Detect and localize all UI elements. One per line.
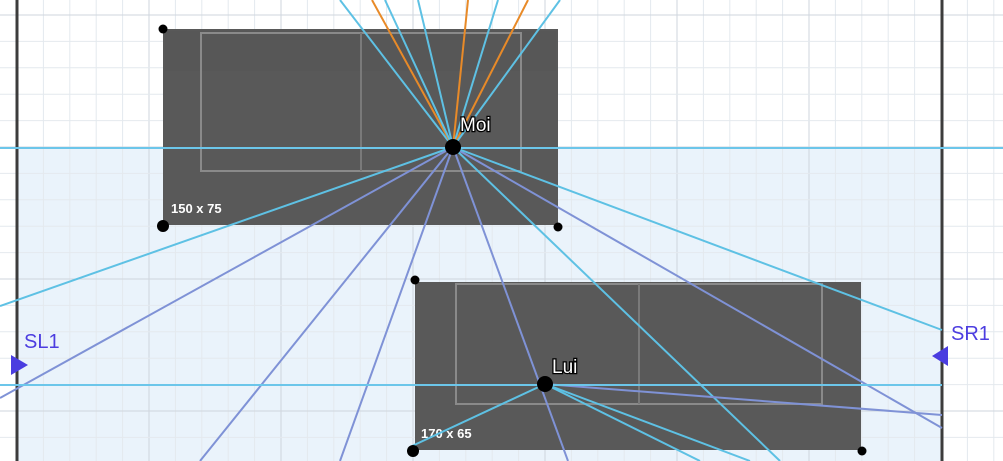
sound-ray — [452, 0, 499, 148]
sound-ray — [452, 146, 781, 461]
sound-ray — [339, 146, 454, 461]
sound-ray — [452, 0, 529, 148]
sofa-object-2[interactable]: 170 x 65 — [415, 282, 861, 450]
resize-handle[interactable] — [407, 445, 419, 457]
speaker-label: SL1 — [24, 331, 60, 353]
listener-moi[interactable]: Moi — [445, 114, 492, 155]
listener-point[interactable] — [537, 376, 553, 392]
sound-ray — [339, 0, 454, 148]
sound-ray — [452, 146, 943, 429]
speaker-right[interactable]: SR1 — [932, 323, 990, 366]
sound-ray — [0, 146, 454, 307]
listener-lui[interactable]: Lui — [537, 356, 579, 392]
triangle-right-icon[interactable] — [11, 355, 28, 375]
sound-ray — [384, 0, 454, 148]
listener-point[interactable] — [445, 139, 461, 155]
sound-ray — [199, 146, 454, 461]
resize-handle[interactable] — [158, 24, 168, 34]
sound-ray — [0, 146, 454, 399]
resize-handles[interactable] — [157, 24, 867, 458]
resize-handle[interactable] — [553, 222, 563, 232]
sofa-size-label: 150 x 75 — [171, 201, 222, 216]
sound-ray — [411, 383, 546, 447]
sound-ray — [452, 0, 561, 148]
sound-ray — [452, 146, 943, 331]
sound-ray — [452, 146, 569, 461]
sound-ray — [452, 0, 469, 148]
listener-label: Moi — [460, 115, 491, 136]
sound-ray — [544, 383, 751, 461]
resize-handle[interactable] — [857, 446, 867, 456]
speaker-left[interactable]: SL1 — [11, 331, 60, 375]
sound-ray — [544, 383, 943, 416]
triangle-left-icon[interactable] — [932, 346, 948, 366]
resize-handle[interactable] — [410, 275, 420, 285]
sound-ray — [544, 383, 701, 461]
listener-label: Lui — [552, 357, 577, 378]
sofa-object-1[interactable]: 150 x 75 — [163, 29, 558, 225]
sound-ray — [371, 0, 454, 148]
resize-handle[interactable] — [157, 220, 169, 232]
sound-rays — [0, 0, 943, 461]
speaker-label: SR1 — [951, 323, 990, 345]
sofa-size-label: 170 x 65 — [421, 426, 472, 441]
sound-ray — [417, 0, 454, 148]
